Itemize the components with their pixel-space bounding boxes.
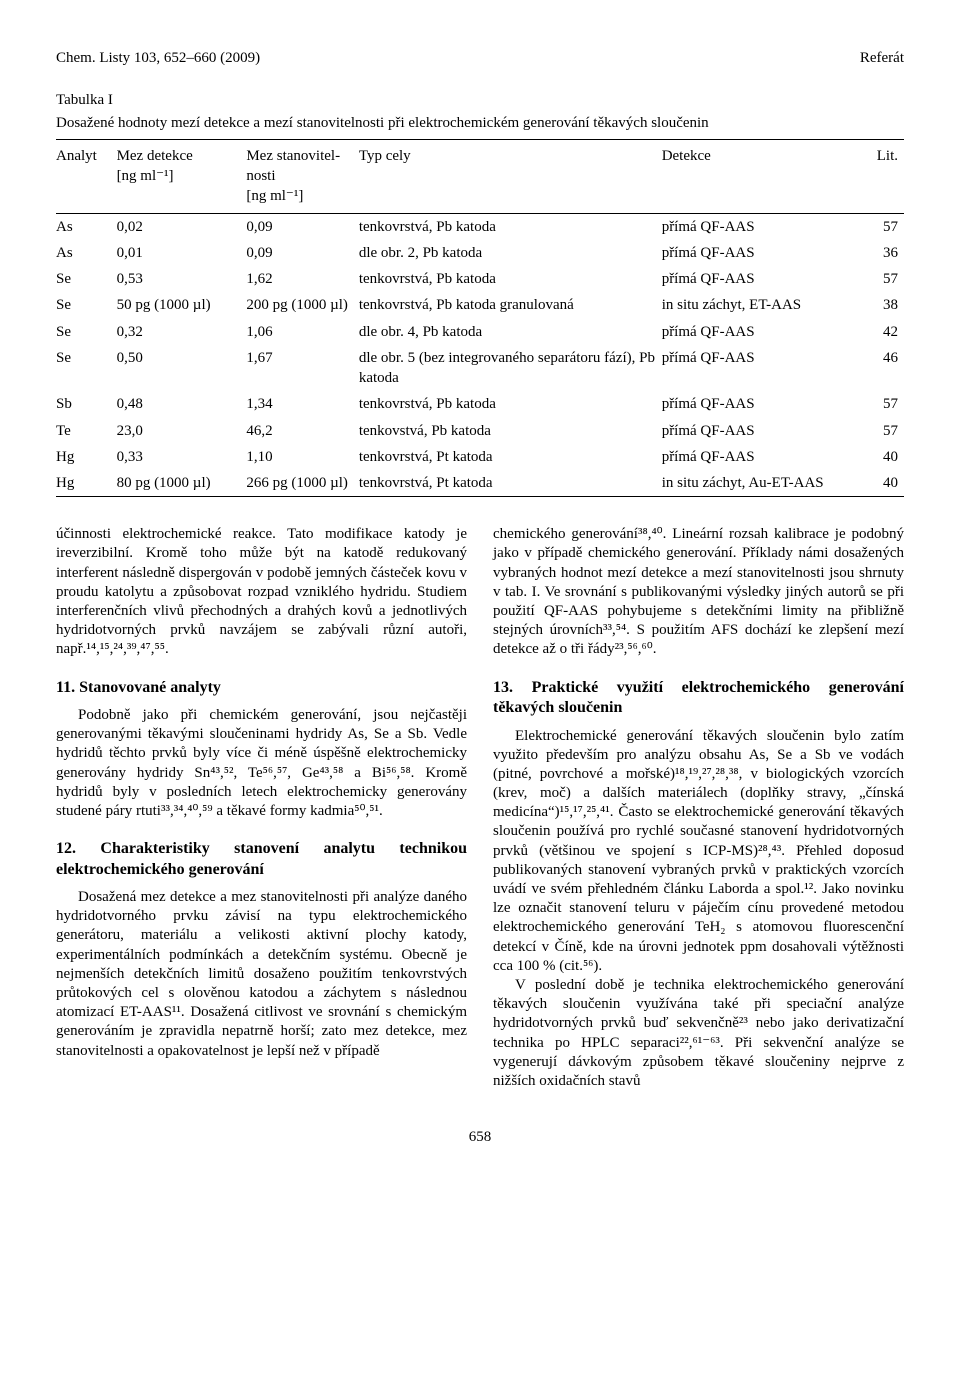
th-analyt: Analyt <box>56 139 117 213</box>
left-column: účinnosti elektrochemické reakce. Tato m… <box>56 525 467 1091</box>
body-paragraph: Dosažená mez detekce a mez stanovitelnos… <box>56 888 467 1061</box>
body-paragraph: chemického generování³⁸,⁴⁰. Lineární roz… <box>493 525 904 659</box>
table-row: Se0,531,62tenkovrstvá, Pb katodapřímá QF… <box>56 266 904 292</box>
header-journal: Chem. Listy 103, 652–660 (2009) <box>56 48 260 68</box>
table-row: Se0,501,67dle obr. 5 (bez integrovaného … <box>56 345 904 392</box>
table-title: Tabulka I <box>56 90 904 110</box>
table-body: As0,020,09tenkovrstvá, Pb katodapřímá QF… <box>56 213 904 497</box>
section-heading-12: 12. Charakteristiky stanovení analytu te… <box>56 839 467 880</box>
body-paragraph: Elektrochemické generování těkavých slou… <box>493 727 904 976</box>
table-row: Se0,321,06dle obr. 4, Pb katodapřímá QF-… <box>56 319 904 345</box>
th-lit: Lit. <box>835 139 904 213</box>
section-heading-13: 13. Praktické využití elektrochemického … <box>493 678 904 719</box>
body-paragraph: účinnosti elektrochemické reakce. Tato m… <box>56 525 467 659</box>
table-header-row: Analyt Mez detekce [ng ml⁻¹] Mez stanovi… <box>56 139 904 213</box>
th-mez-detekce: Mez detekce [ng ml⁻¹] <box>117 139 247 213</box>
th-typ-cely: Typ cely <box>359 139 662 213</box>
body-paragraph: Podobně jako při chemickém generování, j… <box>56 706 467 821</box>
body-paragraph: V poslední době je technika elektrochemi… <box>493 976 904 1091</box>
running-header: Chem. Listy 103, 652–660 (2009) Referát <box>56 48 904 68</box>
table-row: Sb0,481,34tenkovrstvá, Pb katodapřímá QF… <box>56 391 904 417</box>
table-row: As0,010,09dle obr. 2, Pb katodapřímá QF-… <box>56 240 904 266</box>
table-row: As0,020,09tenkovrstvá, Pb katodapřímá QF… <box>56 213 904 240</box>
table-row: Te23,046,2tenkovstvá, Pb katodapřímá QF-… <box>56 418 904 444</box>
table-row: Hg0,331,10tenkovrstvá, Pt katodapřímá QF… <box>56 444 904 470</box>
data-table: Analyt Mez detekce [ng ml⁻¹] Mez stanovi… <box>56 139 904 498</box>
section-heading-11: 11. Stanovované analyty <box>56 678 467 698</box>
table-row: Se50 pg (1000 µl)200 pg (1000 µl)tenkovr… <box>56 292 904 318</box>
table-row: Hg80 pg (1000 µl)266 pg (1000 µl)tenkovr… <box>56 470 904 497</box>
table-caption: Dosažené hodnoty mezí detekce a mezí sta… <box>56 113 904 133</box>
two-column-body: účinnosti elektrochemické reakce. Tato m… <box>56 525 904 1091</box>
page-number: 658 <box>56 1127 904 1147</box>
right-column: chemického generování³⁸,⁴⁰. Lineární roz… <box>493 525 904 1091</box>
header-section: Referát <box>860 48 904 68</box>
th-detekce: Detekce <box>662 139 835 213</box>
th-mez-stanov: Mez stanovitel- nosti [ng ml⁻¹] <box>246 139 358 213</box>
